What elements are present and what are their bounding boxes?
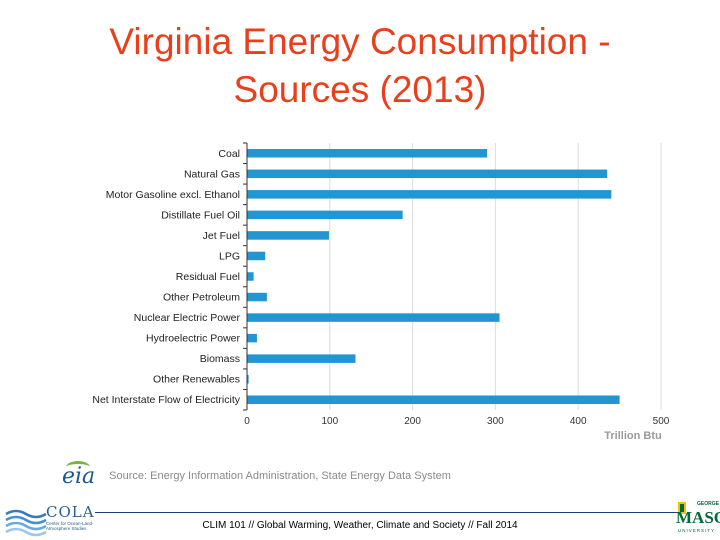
source-text: Source: Energy Information Administratio… <box>109 470 451 482</box>
category-label: Other Petroleum <box>163 292 240 304</box>
category-label: Other Renewables <box>153 374 240 386</box>
bar-nuclear-electric-power <box>247 313 500 322</box>
x-tick-label: 400 <box>570 416 587 427</box>
slide-title-line-1: Virginia Energy Consumption - <box>109 21 611 62</box>
bar-motor-gasoline-excl-ethanol <box>247 190 612 199</box>
x-tick-label: 200 <box>404 416 421 427</box>
bar-biomass <box>247 354 356 363</box>
category-label: Biomass <box>200 353 240 365</box>
bar-hydroelectric-power <box>247 333 257 343</box>
category-label: Coal <box>218 148 240 160</box>
category-label: Motor Gasoline excl. Ethanol <box>106 189 240 201</box>
bar-net-interstate-flow-of-electricity <box>247 395 620 404</box>
bar-residual-fuel <box>247 272 254 281</box>
source-attribution: eia Source: Energy Information Administr… <box>62 460 451 490</box>
bar-coal <box>247 149 488 158</box>
bar-other-petroleum <box>247 292 267 302</box>
x-axis-label: Trillion Btu <box>604 430 661 442</box>
gmu-logo-top: GEORGE <box>697 501 719 507</box>
category-label: Nuclear Electric Power <box>134 312 241 324</box>
category-label: Distillate Fuel Oil <box>161 209 240 221</box>
slide-title-line-2: Sources (2013) <box>233 69 487 110</box>
cola-logo-name: COLA <box>46 503 95 521</box>
bar-lpg <box>247 251 266 261</box>
x-tick-label: 0 <box>244 416 250 427</box>
footer-text: CLIM 101 // Global Warming, Weather, Cli… <box>202 520 518 531</box>
x-tick-label: 300 <box>487 416 504 427</box>
bar-natural-gas <box>247 169 608 179</box>
category-label: LPG <box>219 250 240 262</box>
gmu-logo-name: MASON <box>676 508 720 527</box>
category-label: Hydroelectric Power <box>146 333 240 345</box>
category-label: Natural Gas <box>184 168 240 180</box>
cola-logo-subtitle: Center for Ocean-Land-Atmosphere Studies <box>46 521 94 531</box>
category-label: Net Interstate Flow of Electricity <box>92 394 240 406</box>
category-label: Jet Fuel <box>203 230 240 242</box>
gmu-logo-bottom: UNIVERSITY <box>678 528 716 533</box>
x-tick-label: 100 <box>321 416 338 427</box>
bar-chart: Coal Natural Gas Motor Gasoline excl. Etha… <box>92 142 670 442</box>
x-tick-label: 500 <box>653 416 670 427</box>
gmu-logo-icon <box>678 502 686 514</box>
category-label: Residual Fuel <box>176 271 240 283</box>
bar-other-renewables <box>247 374 249 384</box>
bar-distillate-fuel-oil <box>247 210 403 220</box>
cola-logo-icon <box>5 509 47 537</box>
bar-jet-fuel <box>247 231 329 240</box>
eia-logo-icon: eia <box>62 460 95 489</box>
footer-divider <box>95 512 683 513</box>
slide-title: Virginia Energy Consumption - Sources (2… <box>0 18 720 114</box>
